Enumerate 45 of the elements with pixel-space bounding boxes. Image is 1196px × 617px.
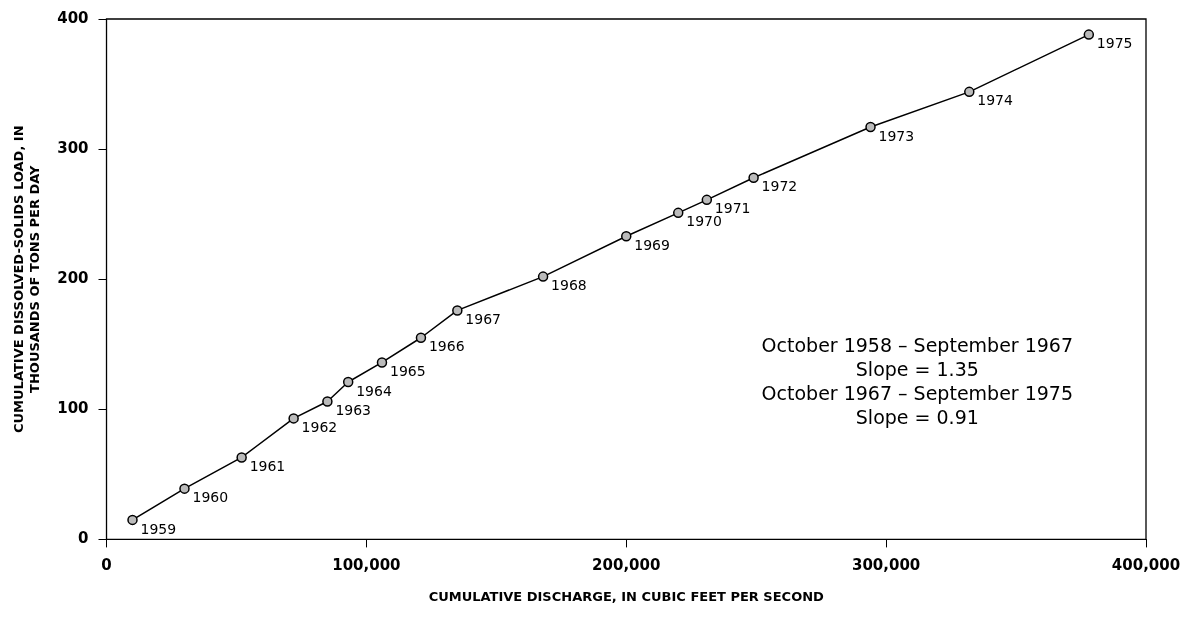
- annotation: 1966: [428, 338, 465, 355]
- y-tick-label: 0: [78, 529, 89, 548]
- y-axis-title: CUMULATIVE DISSOLVED-SOLIDS LOAD, IN THOUSANDS OF TONS PER DAY: [11, 125, 42, 433]
- point: [621, 231, 632, 242]
- x-tick-label: 0: [101, 556, 112, 575]
- point: [127, 514, 138, 526]
- annotation: 1972: [761, 178, 798, 195]
- point: [415, 332, 427, 343]
- y-tick-label: 200: [57, 269, 89, 288]
- x-tick-label: 100,000: [332, 556, 401, 575]
- annotation: 1963: [335, 402, 372, 419]
- y-tick-label: 100: [57, 399, 89, 418]
- annotation: 1961: [249, 458, 286, 475]
- point: [964, 86, 975, 98]
- annotation: 1969: [634, 236, 670, 253]
- annotation: October 1958 – September 1967 Slope = 1.35 October 1967 – September 1975 Slope = 0.91: [761, 334, 1074, 429]
- point: [376, 357, 388, 368]
- x-tick-label: 400,000: [1111, 556, 1181, 575]
- y-tick-label: 300: [57, 138, 89, 157]
- annotation: 1960: [192, 489, 229, 506]
- point: [342, 376, 354, 388]
- y-tick-label: 400: [57, 8, 89, 27]
- annotation: 1962: [301, 419, 338, 436]
- annotation: 1975: [1096, 35, 1133, 52]
- x-tick-label: 300,000: [851, 556, 921, 575]
- x-tick-label: 200,000: [592, 556, 661, 575]
- annotation: 1964: [356, 382, 392, 399]
- point: [179, 483, 190, 494]
- annotation: 1967: [465, 311, 501, 328]
- annotation: 1974: [977, 92, 1014, 109]
- point: [701, 194, 713, 206]
- annotation: 1973: [878, 127, 915, 144]
- annotation: 1959: [140, 520, 177, 537]
- point: [452, 305, 463, 316]
- annotation: 1968: [551, 277, 587, 294]
- point: [322, 396, 333, 407]
- point: [748, 172, 759, 183]
- point: [865, 121, 876, 133]
- x-axis-title: CUMULATIVE DISCHARGE, IN CUBIC FEET PER SECOND: [428, 588, 825, 604]
- annotation: 1965: [389, 363, 426, 380]
- point: [236, 452, 247, 463]
- point: [1083, 29, 1095, 40]
- point: [672, 207, 684, 219]
- point: [288, 413, 299, 424]
- point: [537, 271, 549, 282]
